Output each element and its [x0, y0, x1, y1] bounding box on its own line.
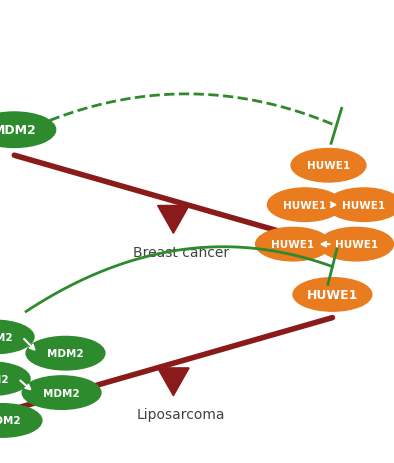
Text: HUWE1: HUWE1 — [307, 161, 350, 171]
Text: MDM2: MDM2 — [0, 374, 9, 384]
Ellipse shape — [291, 149, 366, 182]
Text: MDM2: MDM2 — [43, 388, 80, 398]
Ellipse shape — [293, 278, 372, 312]
Ellipse shape — [22, 376, 101, 409]
Ellipse shape — [327, 188, 394, 222]
Ellipse shape — [26, 337, 105, 370]
Text: MDM2: MDM2 — [0, 416, 21, 425]
Text: MDM2: MDM2 — [0, 332, 13, 342]
Text: HUWE1: HUWE1 — [335, 240, 377, 250]
Text: Breast cancer: Breast cancer — [133, 245, 229, 259]
Ellipse shape — [319, 228, 394, 261]
Ellipse shape — [268, 188, 342, 222]
Text: MDM2: MDM2 — [47, 349, 84, 358]
Polygon shape — [158, 206, 189, 234]
Polygon shape — [158, 368, 189, 396]
Text: HUWE1: HUWE1 — [271, 240, 314, 250]
Text: HUWE1: HUWE1 — [307, 288, 358, 301]
Text: HUWE1: HUWE1 — [342, 200, 385, 210]
Ellipse shape — [0, 362, 30, 395]
Ellipse shape — [0, 404, 42, 437]
Text: HUWE1: HUWE1 — [283, 200, 326, 210]
Text: Liposarcoma: Liposarcoma — [137, 407, 225, 421]
Ellipse shape — [256, 228, 331, 261]
Ellipse shape — [0, 320, 34, 354]
Ellipse shape — [0, 113, 56, 148]
Text: MDM2: MDM2 — [0, 124, 36, 137]
